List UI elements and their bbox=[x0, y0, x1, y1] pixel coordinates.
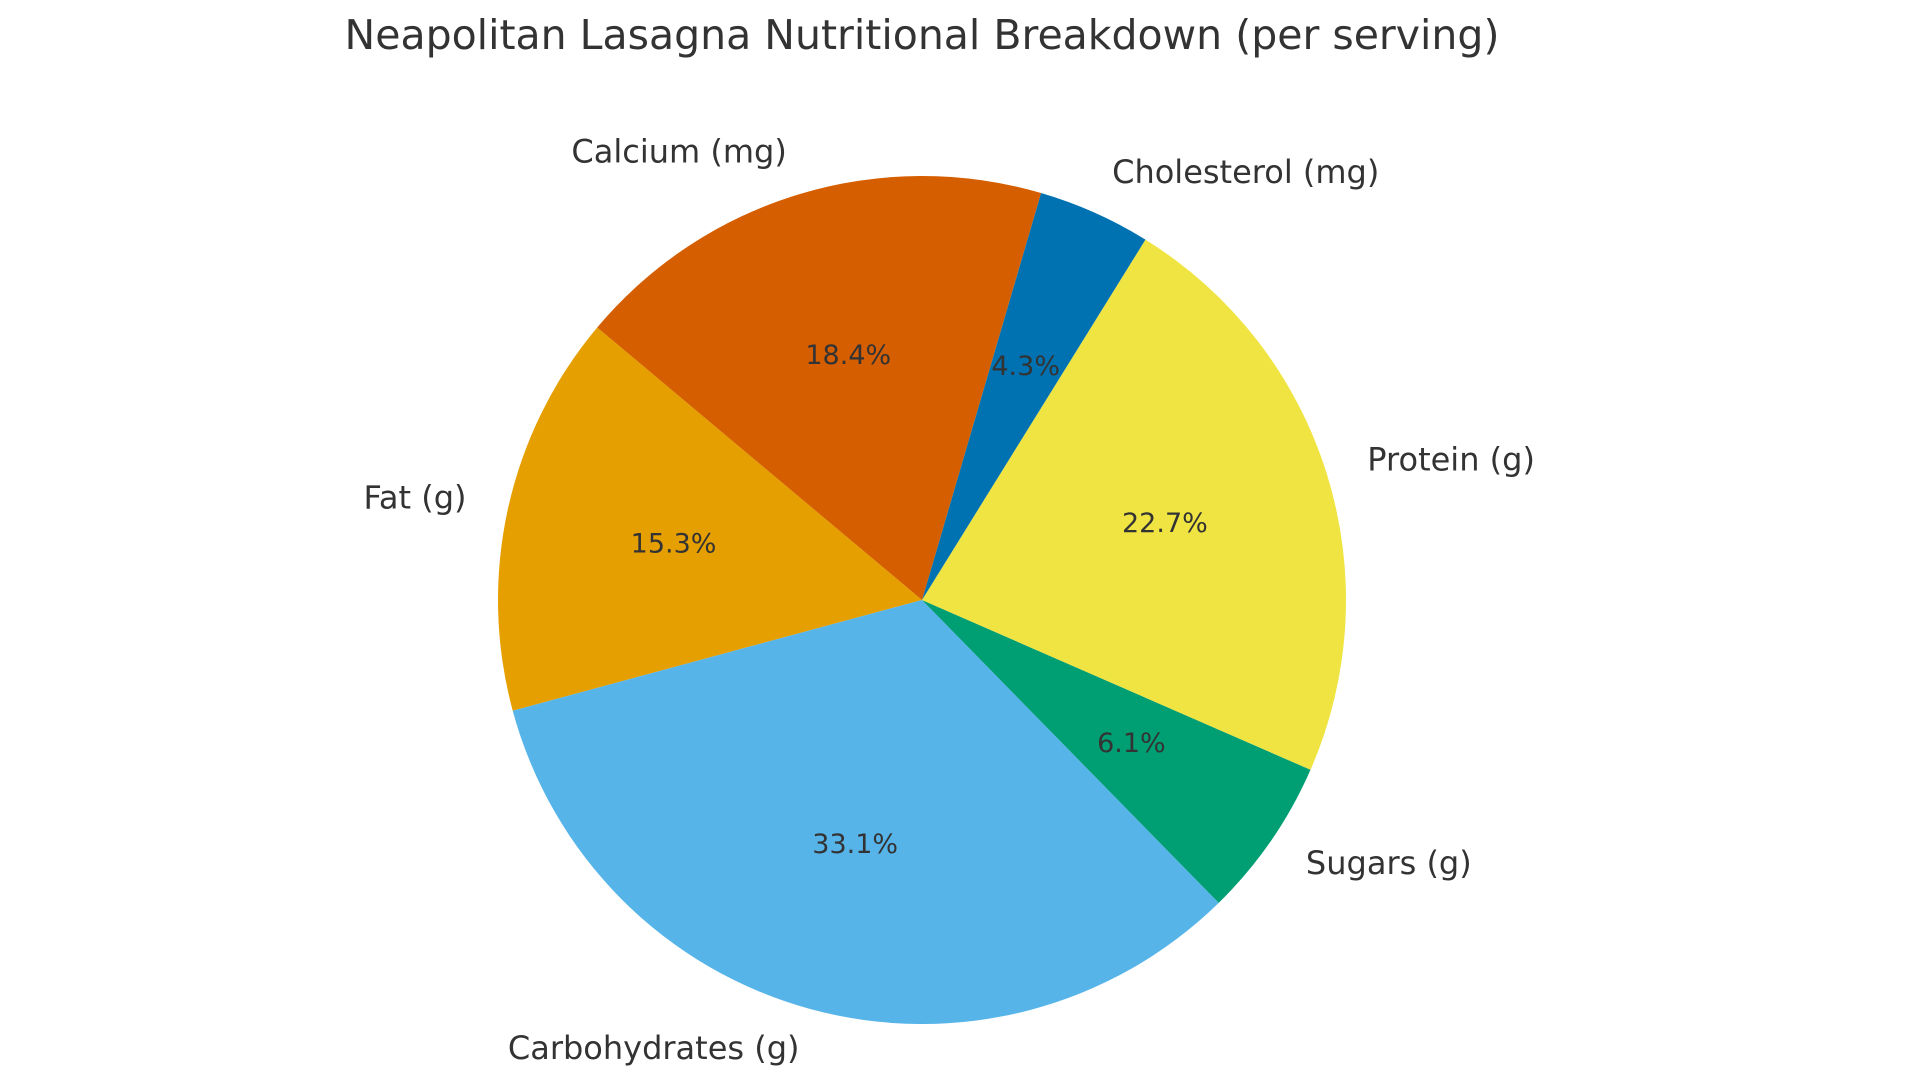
percent-label: 4.3% bbox=[991, 351, 1060, 382]
slice-label: Fat (g) bbox=[363, 479, 466, 517]
pie-slice bbox=[597, 176, 1042, 601]
chart-title: Neapolitan Lasagna Nutritional Breakdown… bbox=[345, 11, 1500, 59]
percent-label: 18.4% bbox=[805, 340, 891, 371]
pie-slice bbox=[497, 327, 922, 711]
slice-label: Cholesterol (mg) bbox=[1112, 153, 1379, 191]
percent-label: 6.1% bbox=[1097, 728, 1166, 759]
slice-label: Sugars (g) bbox=[1306, 844, 1472, 882]
pie-slice bbox=[922, 239, 1346, 770]
percent-label: 33.1% bbox=[812, 829, 898, 860]
percent-label: 15.3% bbox=[631, 529, 717, 560]
pie-slice bbox=[512, 600, 1219, 1024]
slice-label: Carbohydrates (g) bbox=[508, 1029, 800, 1067]
slice-label: Calcium (mg) bbox=[571, 133, 786, 171]
pie-slice bbox=[922, 193, 1146, 600]
pie-slice bbox=[922, 600, 1311, 903]
slice-label: Protein (g) bbox=[1367, 440, 1535, 478]
percent-label: 22.7% bbox=[1122, 508, 1208, 539]
